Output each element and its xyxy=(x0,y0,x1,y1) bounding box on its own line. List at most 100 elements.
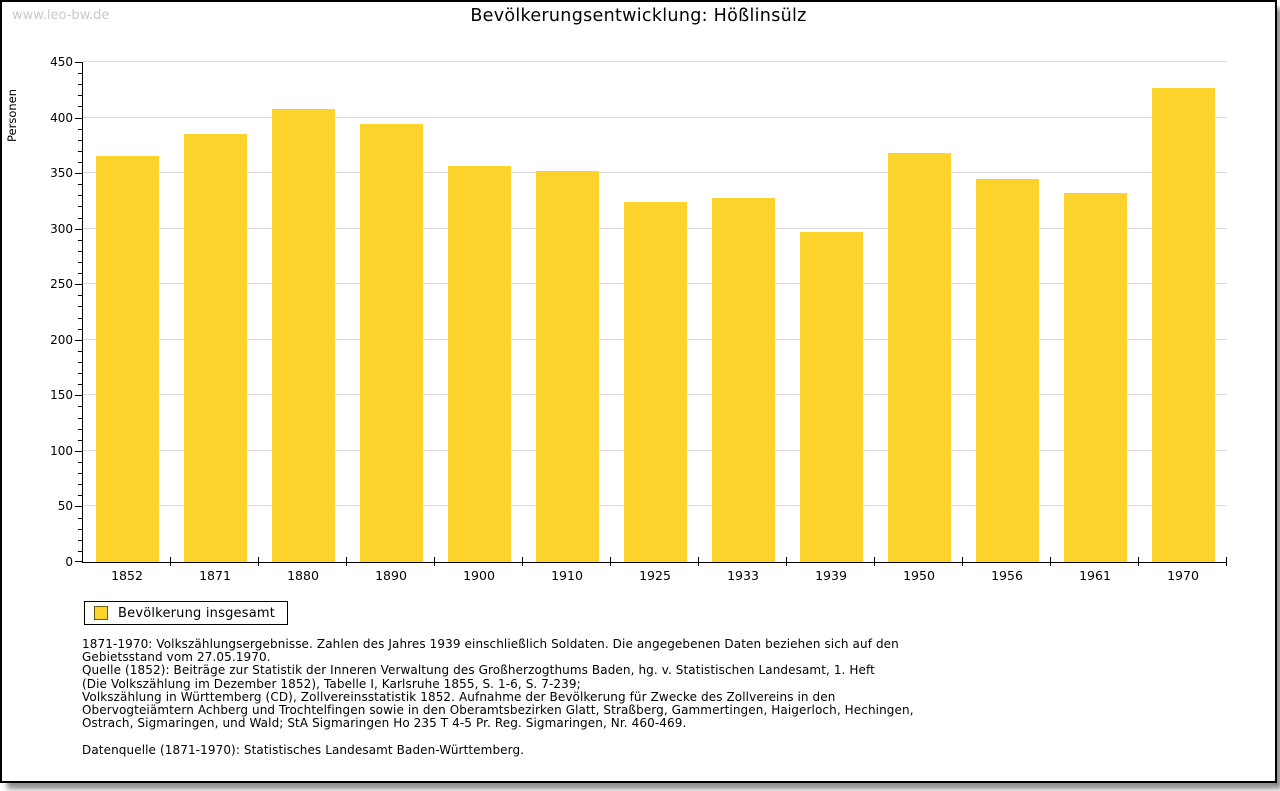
y-axis-minor-tick xyxy=(78,373,83,375)
x-axis-tick xyxy=(522,557,523,566)
source-notes: 1871-1970: Volkszählungsergebnisse. Zahl… xyxy=(82,637,914,731)
y-axis-minor-tick xyxy=(78,317,83,319)
gridline xyxy=(83,61,1227,62)
x-axis-tick xyxy=(346,557,347,566)
x-axis-tick xyxy=(1050,557,1051,566)
bar-1925 xyxy=(623,202,687,562)
y-axis-minor-tick xyxy=(78,484,83,486)
gridline xyxy=(83,116,1227,118)
y-axis-minor-tick xyxy=(78,295,83,297)
y-axis-tick xyxy=(75,506,83,508)
source-note-line: Ostrach, Sigmaringen, und Wald; StA Sigm… xyxy=(82,716,687,731)
x-axis-tick-label: 1956 xyxy=(991,568,1023,583)
bar-1880 xyxy=(271,109,335,562)
x-axis-tick-label: 1900 xyxy=(463,568,495,583)
y-axis-minor-tick xyxy=(78,495,83,497)
x-axis-tick-label: 1852 xyxy=(111,568,143,583)
source-note-line: Quelle (1852): Beiträge zur Statistik de… xyxy=(82,663,875,678)
legend-label: Bevölkerung insgesamt xyxy=(118,605,276,621)
legend: Bevölkerung insgesamt xyxy=(84,601,289,625)
y-axis-tick xyxy=(75,173,83,175)
bar-1970 xyxy=(1151,88,1215,562)
y-axis-tick-label: 300 xyxy=(50,221,73,236)
y-axis-minor-tick xyxy=(78,139,83,141)
y-axis-minor-tick xyxy=(78,262,83,263)
y-axis-tick xyxy=(75,561,83,562)
y-axis-minor-tick xyxy=(78,306,83,308)
y-axis-minor-tick xyxy=(78,128,83,130)
x-axis-tick xyxy=(258,557,259,566)
y-axis-minor-tick xyxy=(78,73,83,75)
y-axis-minor-tick xyxy=(78,162,83,163)
bar-1933 xyxy=(711,198,775,562)
y-axis-minor-tick xyxy=(78,462,83,463)
y-axis-minor-tick xyxy=(78,406,83,408)
y-axis-tick xyxy=(75,395,83,397)
bar-1950 xyxy=(887,153,951,562)
x-axis-tick-label: 1890 xyxy=(375,568,407,583)
y-axis-minor-tick xyxy=(78,539,83,541)
y-axis-minor-tick xyxy=(78,95,83,97)
bar-1939 xyxy=(799,232,863,562)
y-axis-minor-tick xyxy=(78,362,83,363)
x-axis-tick-label: 1950 xyxy=(903,568,935,583)
x-axis-tick xyxy=(1138,557,1139,566)
y-axis-minor-tick xyxy=(78,217,83,219)
source-note-line: Gebietsstand vom 27.05.1970. xyxy=(82,650,271,665)
y-axis-minor-tick xyxy=(78,206,83,208)
y-axis-tick-label: 250 xyxy=(50,277,73,292)
x-axis-tick xyxy=(962,557,963,566)
y-axis-minor-tick xyxy=(78,239,83,241)
y-axis-tick-label: 450 xyxy=(50,55,73,69)
x-axis-tick xyxy=(786,557,787,566)
x-axis-tick xyxy=(434,557,435,566)
y-axis-minor-tick xyxy=(78,384,83,386)
x-axis-tick-label: 1925 xyxy=(639,568,671,583)
y-axis-tick xyxy=(75,62,83,63)
y-axis-tick-label: 150 xyxy=(50,388,73,403)
y-axis-tick xyxy=(75,117,83,119)
y-axis-title: Personen xyxy=(5,88,19,142)
y-axis-minor-tick xyxy=(78,150,83,152)
x-axis-tick xyxy=(698,557,699,566)
bar-1961 xyxy=(1063,193,1127,562)
y-axis-tick xyxy=(75,284,83,286)
x-axis-tick-label: 1910 xyxy=(551,568,583,583)
y-axis-tick-label: 200 xyxy=(50,332,73,347)
y-axis-tick-label: 0 xyxy=(65,555,73,569)
bar-1890 xyxy=(359,124,423,562)
watermark: www.leo-bw.de xyxy=(12,8,110,23)
source-note-line: Obervogteiämtern Achberg und Trochtelfin… xyxy=(82,703,914,718)
datasource-note: Datenquelle (1871-1970): Statistisches L… xyxy=(82,743,525,757)
x-axis-tick xyxy=(1226,557,1227,566)
source-note-line: 1871-1970: Volkszählungsergebnisse. Zahl… xyxy=(82,637,899,651)
x-axis-tick xyxy=(610,557,611,566)
y-axis-tick xyxy=(75,228,83,230)
chart-title: Bevölkerungsentwicklung: Hößlinsülz xyxy=(470,6,807,26)
y-axis-minor-tick xyxy=(78,273,83,275)
x-axis-tick xyxy=(170,557,171,566)
y-axis-tick xyxy=(75,339,83,341)
y-axis-tick-label: 100 xyxy=(50,443,73,458)
y-axis-tick xyxy=(75,450,83,452)
y-axis-minor-tick xyxy=(78,550,83,552)
y-axis-minor-tick xyxy=(78,106,83,108)
source-note-line: (Die Volkszählung im Dezember 1852), Tab… xyxy=(82,676,581,691)
x-axis-tick xyxy=(874,557,875,566)
y-axis-minor-tick xyxy=(78,328,83,330)
y-axis-tick-label: 50 xyxy=(57,499,73,514)
y-axis-minor-tick xyxy=(78,84,83,86)
x-axis-tick-label: 1961 xyxy=(1079,568,1111,583)
x-axis-tick-label: 1871 xyxy=(199,568,231,583)
x-axis-tick-label: 1970 xyxy=(1167,568,1199,583)
y-axis-minor-tick xyxy=(78,350,83,352)
y-axis-minor-tick xyxy=(78,517,83,519)
y-axis-minor-tick xyxy=(78,473,83,475)
x-axis-tick-label: 1939 xyxy=(815,568,847,583)
source-note-line: Volkszählung in Württemberg (CD), Zollve… xyxy=(82,689,836,704)
bar-1871 xyxy=(183,134,247,562)
x-axis-tick-label: 1933 xyxy=(727,568,759,583)
y-axis-minor-tick xyxy=(78,184,83,186)
bar-1956 xyxy=(975,179,1039,562)
